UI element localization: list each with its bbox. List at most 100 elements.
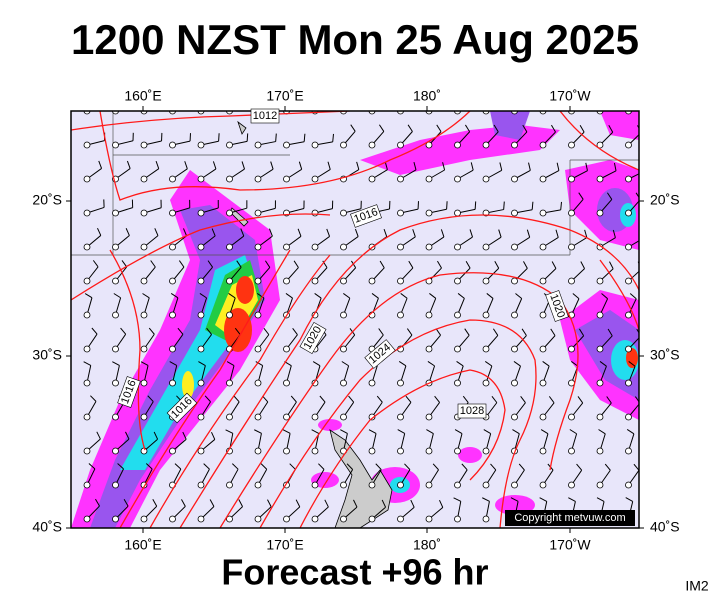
barb-feather xyxy=(444,95,445,103)
station xyxy=(197,345,205,353)
barb-feather xyxy=(211,228,216,237)
station xyxy=(340,345,347,353)
barb-staff xyxy=(343,111,345,112)
station xyxy=(83,481,91,489)
station xyxy=(226,141,233,149)
barb-feather xyxy=(606,192,613,200)
isobars xyxy=(71,111,639,528)
barb-feather xyxy=(429,293,437,299)
station xyxy=(254,345,262,353)
station xyxy=(454,277,461,285)
isobar-label-bg xyxy=(457,403,487,419)
station xyxy=(112,481,119,489)
station xyxy=(568,345,575,353)
station xyxy=(140,413,148,421)
isobar-label: 1012 xyxy=(253,110,277,122)
barb-feather xyxy=(435,328,441,336)
station xyxy=(83,345,91,353)
station xyxy=(197,209,205,217)
station xyxy=(539,311,547,319)
barb-feather xyxy=(633,463,639,471)
station xyxy=(283,175,290,183)
barb-feather xyxy=(297,228,302,237)
barb-feather xyxy=(233,395,240,403)
barb-feather xyxy=(539,497,547,502)
station xyxy=(226,379,233,387)
station xyxy=(625,175,632,183)
barb-feather xyxy=(231,463,239,470)
station xyxy=(482,481,490,489)
barb-feather xyxy=(606,396,612,404)
barb-feather xyxy=(599,361,607,367)
station xyxy=(254,515,262,523)
barb-feather xyxy=(501,96,502,104)
barb-feather xyxy=(270,161,274,170)
barb-feather xyxy=(376,395,383,403)
barb-feather xyxy=(644,96,645,104)
station xyxy=(625,447,632,455)
barb-feather xyxy=(282,429,291,434)
station xyxy=(596,209,604,217)
barb-feather xyxy=(427,361,435,367)
station xyxy=(625,311,632,319)
barb-feather xyxy=(626,429,635,435)
barb-feather xyxy=(439,499,444,508)
station xyxy=(568,243,575,251)
station xyxy=(568,481,575,489)
barb-feather xyxy=(203,463,210,470)
station xyxy=(454,141,461,149)
bottom-lon-label: 170˚W xyxy=(549,537,591,553)
barb-feather xyxy=(319,395,326,403)
barb-feather xyxy=(482,497,490,502)
barb-feather xyxy=(442,162,446,171)
station xyxy=(482,141,490,149)
barb-feather xyxy=(530,96,531,104)
station xyxy=(454,447,461,455)
station xyxy=(283,345,290,353)
barb-feather xyxy=(303,133,306,142)
barb-staff xyxy=(628,111,630,112)
barb-feather xyxy=(540,429,549,435)
barb-feather xyxy=(254,429,262,434)
barb-feather xyxy=(126,160,131,169)
barb-feather xyxy=(91,327,98,335)
isobar-label-group: 1020 xyxy=(545,290,569,322)
barb-feather xyxy=(456,361,464,367)
barb-feather xyxy=(386,95,388,103)
barb-feather xyxy=(346,463,353,470)
barb-feather xyxy=(354,228,359,237)
station xyxy=(368,515,376,523)
top-lon-label: 170˚E xyxy=(266,88,303,104)
barb-staff xyxy=(172,111,174,112)
station xyxy=(511,277,518,285)
station xyxy=(197,379,205,387)
barb-feather xyxy=(145,463,153,470)
barb-feather xyxy=(96,431,101,440)
isobar-label-group: 1016 xyxy=(117,376,141,408)
isobar-label-bg xyxy=(166,392,198,424)
barb-feather xyxy=(462,395,469,403)
station xyxy=(283,413,290,421)
station xyxy=(368,447,376,455)
barb-feather xyxy=(643,163,645,171)
station xyxy=(511,243,518,251)
barb-staff xyxy=(486,111,488,112)
station xyxy=(511,379,518,387)
barb-feather xyxy=(295,499,301,508)
station xyxy=(340,243,347,251)
station xyxy=(283,243,290,251)
station xyxy=(568,413,575,421)
barb-feather xyxy=(181,499,186,507)
barb-feather xyxy=(318,463,325,470)
station xyxy=(283,141,290,149)
isobar-label-bg xyxy=(299,321,327,355)
bottom-lon-label: 180˚ xyxy=(413,537,441,553)
barb-feather xyxy=(601,293,608,300)
station xyxy=(112,277,119,285)
barb-feather xyxy=(150,260,156,268)
station xyxy=(568,447,575,455)
station xyxy=(112,141,119,149)
station xyxy=(283,379,290,387)
barb-feather xyxy=(241,161,245,170)
barb-feather xyxy=(204,395,211,403)
